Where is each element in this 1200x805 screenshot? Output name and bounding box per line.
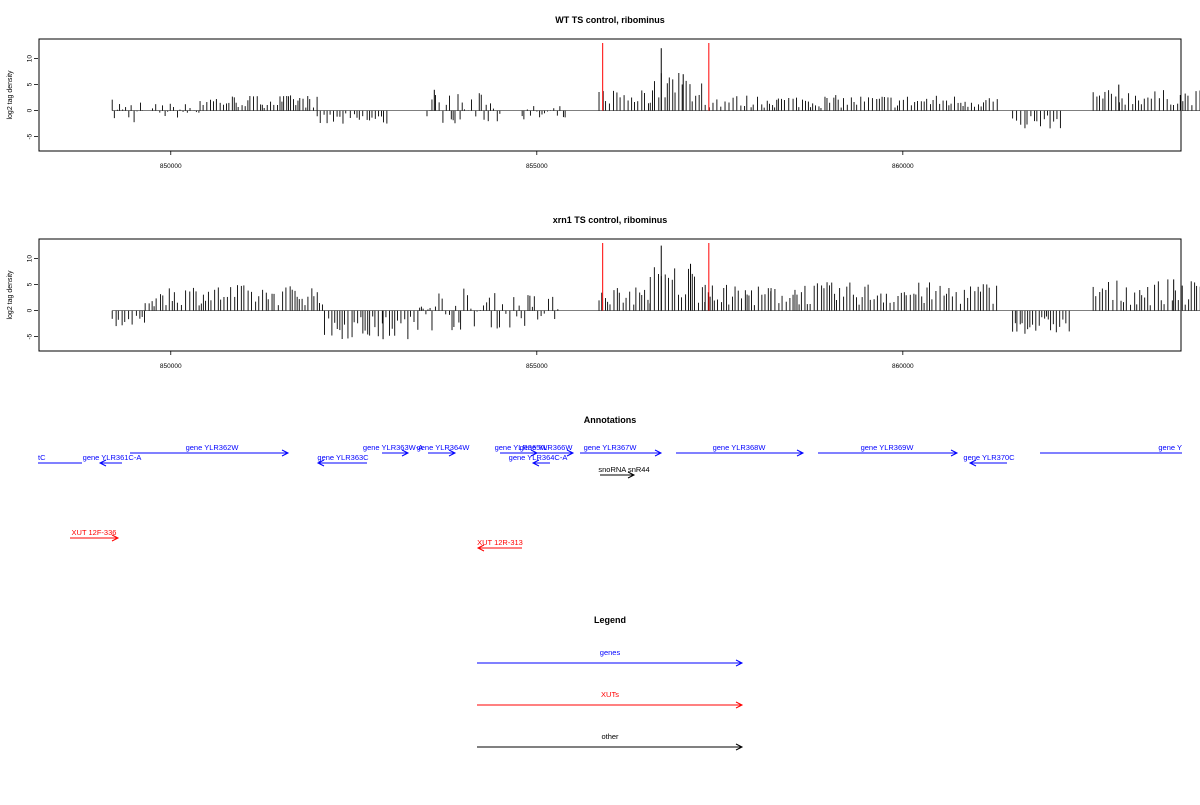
feature-label: gene YLR363C — [317, 453, 369, 462]
y-tick-label: 10 — [27, 55, 34, 63]
y-tick-label: 5 — [27, 82, 34, 86]
annotations-title: Annotations — [584, 415, 637, 425]
feature-label: snoRNA snR44 — [598, 465, 649, 474]
x-tick-label: 860000 — [892, 163, 914, 170]
panel-title: xrn1 TS control, ribominus — [553, 215, 668, 225]
feature-arrow — [522, 449, 575, 457]
legend-items: genes XUTs other — [477, 648, 744, 751]
y-axis: -5 0 5 10 — [27, 255, 38, 339]
feature-arrow — [70, 534, 120, 542]
feature-arrow — [676, 449, 805, 457]
x-tick-label: 855000 — [526, 363, 548, 370]
feature-arrow — [428, 449, 457, 457]
feature-label: gene YLR363W-A — [363, 443, 423, 452]
feature-arrow — [600, 471, 636, 479]
y-tick-label: 10 — [27, 255, 34, 263]
x-tick-label: 860000 — [892, 363, 914, 370]
bar-series — [111, 48, 1200, 129]
feature-label: gene YLR370C — [963, 453, 1015, 462]
feature-label: gene YLR365W — [495, 443, 549, 452]
bar-series — [111, 245, 1200, 340]
legend-arrow-XUTs — [477, 701, 744, 709]
panel-xrn1-ts-control: xrn1 TS control, ribominus log2 tag dens… — [7, 215, 1200, 370]
legend-arrow-other — [477, 743, 744, 751]
feature-label: gene YLR364W — [417, 443, 471, 452]
feature-label: gene YLR366W — [520, 443, 574, 452]
feature-arrow — [818, 449, 959, 457]
feature-label: gene YLR367W — [584, 443, 638, 452]
y-tick-label: -5 — [27, 133, 34, 139]
y-tick-label: -5 — [27, 333, 34, 339]
feature-label: gene YLR364C-A — [509, 453, 568, 462]
x-tick-label: 855000 — [526, 163, 548, 170]
x-axis: 850000 855000 860000 — [160, 151, 914, 170]
feature-label: gene YLR361C-A — [83, 453, 142, 462]
legend-label: XUTs — [601, 690, 619, 699]
x-tick-label: 850000 — [160, 363, 182, 370]
annotations-panel: Annotations tC gene YLR361C-A gene YLR362W… — [38, 415, 1182, 552]
feature-label: XUT 12R-313 — [477, 538, 523, 547]
annotation-features: tC gene YLR361C-A gene YLR362W gene YLR363C… — [38, 443, 1182, 552]
feature-arrow — [531, 459, 550, 467]
feature-label: gene Y — [1158, 443, 1182, 452]
legend-label: genes — [600, 648, 621, 657]
feature-label: gene YLR368W — [713, 443, 767, 452]
y-tick-label: 0 — [27, 308, 34, 312]
x-axis: 850000 855000 860000 — [160, 351, 914, 370]
feature-arrow — [580, 449, 663, 457]
feature-arrow — [130, 449, 290, 457]
plot-frame — [38, 38, 1182, 152]
feature-arrow — [98, 459, 122, 467]
plot-frame — [38, 238, 1182, 352]
y-tick-label: 0 — [27, 108, 34, 112]
panel-wt-ts-control: WT TS control, ribominus log2 tag densit… — [7, 15, 1200, 170]
feature-arrow — [316, 459, 367, 467]
legend-arrow-genes — [477, 659, 744, 667]
y-axis-label: log2 tag density — [7, 70, 14, 120]
panel-title: WT TS control, ribominus — [555, 15, 665, 25]
feature-label: gene YLR362W — [186, 443, 240, 452]
feature-arrow — [476, 544, 522, 552]
x-tick-label: 850000 — [160, 163, 182, 170]
legend: Legend genes XUTs other — [477, 615, 744, 751]
feature-label: XUT 12F-336 — [72, 528, 117, 537]
y-axis: -5 0 5 10 — [27, 55, 38, 139]
legend-label: other — [601, 732, 619, 741]
feature-label: gene YLR369W — [861, 443, 915, 452]
marker-lines — [602, 43, 710, 111]
feature-label: tC — [38, 453, 46, 462]
legend-title: Legend — [594, 615, 626, 625]
y-axis-label: log2 tag density — [7, 270, 14, 320]
marker-lines — [602, 243, 710, 311]
feature-arrow — [382, 449, 410, 457]
y-tick-label: 5 — [27, 282, 34, 286]
feature-arrow — [968, 459, 1007, 467]
